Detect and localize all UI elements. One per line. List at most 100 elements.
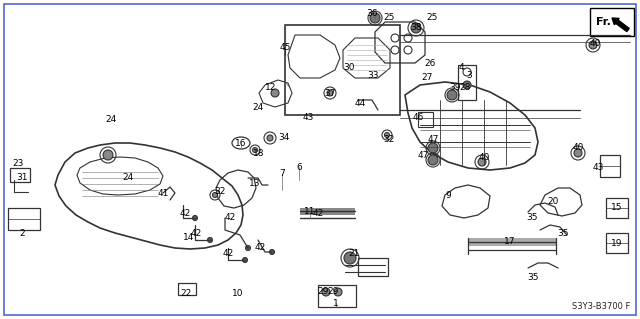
Text: 36: 36 <box>366 9 378 18</box>
Text: 30: 30 <box>343 63 355 72</box>
Text: 45: 45 <box>279 43 291 53</box>
Text: 39: 39 <box>449 84 461 93</box>
Text: 21: 21 <box>348 249 360 257</box>
Circle shape <box>269 249 275 255</box>
Text: 19: 19 <box>611 239 623 248</box>
Text: 24: 24 <box>252 103 264 113</box>
Bar <box>8 208 40 230</box>
Text: 28: 28 <box>460 84 470 93</box>
Bar <box>358 258 388 276</box>
Text: 44: 44 <box>355 99 365 108</box>
Text: 42: 42 <box>225 213 236 222</box>
Bar <box>590 8 634 36</box>
Text: 6: 6 <box>296 162 302 172</box>
Circle shape <box>411 23 421 33</box>
Text: 34: 34 <box>278 133 290 143</box>
Bar <box>318 285 356 307</box>
Text: 33: 33 <box>367 70 379 79</box>
Text: 31: 31 <box>16 174 28 182</box>
Text: 40: 40 <box>572 144 584 152</box>
Circle shape <box>207 238 212 242</box>
Text: S3Y3-B3700 F: S3Y3-B3700 F <box>572 302 630 311</box>
Text: 1: 1 <box>333 299 339 308</box>
Text: 47: 47 <box>417 151 429 160</box>
Text: 12: 12 <box>266 84 276 93</box>
Text: 41: 41 <box>157 189 169 197</box>
Text: 42: 42 <box>222 249 234 257</box>
Circle shape <box>385 132 390 137</box>
Text: 46: 46 <box>412 114 424 122</box>
Text: 35: 35 <box>557 228 569 238</box>
Bar <box>418 112 433 127</box>
Text: 3: 3 <box>466 70 472 79</box>
Text: 4: 4 <box>458 63 464 72</box>
Text: 42: 42 <box>254 243 266 253</box>
Bar <box>606 233 628 253</box>
Bar <box>285 25 400 115</box>
FancyArrow shape <box>612 18 629 32</box>
Circle shape <box>327 90 333 96</box>
Circle shape <box>478 158 486 166</box>
Text: 32: 32 <box>383 136 395 145</box>
Text: 24: 24 <box>122 174 134 182</box>
Text: 9: 9 <box>445 190 451 199</box>
Circle shape <box>246 246 250 250</box>
Bar <box>458 65 476 100</box>
Text: 16: 16 <box>236 138 247 147</box>
Text: 35: 35 <box>527 273 539 283</box>
Bar <box>600 155 620 177</box>
Circle shape <box>344 252 356 264</box>
Text: 25: 25 <box>426 13 438 23</box>
Text: 22: 22 <box>180 288 191 298</box>
Circle shape <box>243 257 248 263</box>
Text: 37: 37 <box>324 88 336 98</box>
Text: 14: 14 <box>183 234 195 242</box>
Text: 38: 38 <box>410 24 422 33</box>
Text: 7: 7 <box>279 169 285 179</box>
Text: 23: 23 <box>12 159 24 167</box>
Circle shape <box>322 288 330 296</box>
Text: Fr.: Fr. <box>596 17 611 27</box>
Bar <box>300 207 355 214</box>
Circle shape <box>253 147 257 152</box>
Text: 42: 42 <box>190 228 202 238</box>
Text: 42: 42 <box>179 209 191 218</box>
Circle shape <box>334 288 342 296</box>
Text: 42: 42 <box>312 209 324 218</box>
Bar <box>178 283 196 295</box>
Text: 20: 20 <box>547 197 559 205</box>
Circle shape <box>212 192 218 197</box>
Text: 40: 40 <box>589 39 601 48</box>
Circle shape <box>428 143 438 153</box>
Text: 25: 25 <box>383 13 395 23</box>
Text: 40: 40 <box>478 153 490 162</box>
Text: 18: 18 <box>253 149 265 158</box>
Text: 47: 47 <box>428 136 438 145</box>
Circle shape <box>271 89 279 97</box>
Text: 10: 10 <box>232 288 244 298</box>
Circle shape <box>574 149 582 157</box>
Text: 29: 29 <box>327 286 339 295</box>
Text: 13: 13 <box>249 179 260 188</box>
Circle shape <box>267 135 273 141</box>
Text: 29: 29 <box>317 286 329 295</box>
Text: 43: 43 <box>302 114 314 122</box>
Text: 32: 32 <box>214 188 226 197</box>
Text: 24: 24 <box>106 115 116 124</box>
Bar <box>10 168 30 182</box>
Text: 26: 26 <box>424 58 436 68</box>
Text: 11: 11 <box>304 206 316 216</box>
Text: 35: 35 <box>526 213 538 222</box>
Circle shape <box>370 13 380 23</box>
Text: 17: 17 <box>504 238 516 247</box>
Circle shape <box>103 150 113 160</box>
Text: 43: 43 <box>592 164 604 173</box>
Bar <box>468 238 556 246</box>
Circle shape <box>447 90 457 100</box>
Circle shape <box>193 216 198 220</box>
Text: 15: 15 <box>611 204 623 212</box>
Circle shape <box>428 155 438 165</box>
Circle shape <box>463 81 471 89</box>
Text: 2: 2 <box>19 228 25 238</box>
Circle shape <box>589 41 597 49</box>
